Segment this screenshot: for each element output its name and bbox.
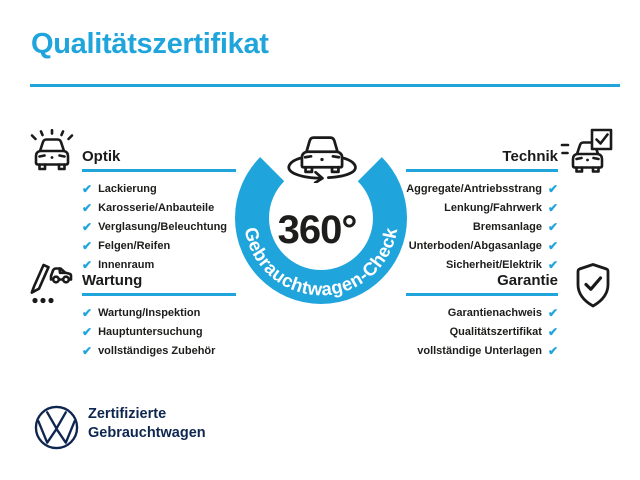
checklist: Aggregate/Antriebsstrang ✔ Lenkung/Fahrwe…	[388, 180, 558, 275]
checklist-item: ✔ Wartung/Inspektion	[82, 304, 252, 323]
check-icon: ✔	[547, 258, 558, 272]
checklist: Garantienachweis ✔ Qualitätszertifikat ✔ v…	[388, 304, 558, 361]
checklist-item: ✔ Felgen/Reifen	[82, 237, 252, 256]
check-icon: ✔	[547, 220, 558, 234]
rotating-car-icon	[287, 136, 357, 183]
title-divider	[30, 84, 620, 87]
section-technik: Technik Aggregate/Antriebsstrang ✔ Lenkun…	[388, 148, 558, 275]
check-icon: ✔	[82, 258, 93, 272]
section-title: Technik	[502, 148, 558, 165]
check-icon: ✔	[82, 306, 93, 320]
section-divider	[82, 293, 236, 296]
checklist: ✔ Lackierung ✔ Karosserie/Anbauteile ✔ Verg…	[82, 180, 252, 275]
footer-brand-line1: Zertifizierte	[88, 406, 167, 422]
section-title: Garantie	[497, 272, 558, 289]
checklist-item-label: vollständiges Zubehör	[98, 345, 216, 357]
vw-logo	[34, 405, 79, 450]
checklist-item: ✔ Lackierung	[82, 180, 252, 199]
check-icon: ✔	[547, 201, 558, 215]
360-check-ring: Gebrauchtwagen-Check	[235, 157, 407, 304]
checklist-item: vollständige Unterlagen ✔	[388, 342, 558, 361]
check-icon: ✔	[82, 220, 93, 234]
pencil-car-icon	[30, 263, 73, 304]
checklist-item: Aggregate/Antriebsstrang ✔	[388, 180, 558, 199]
checklist-item-label: Verglasung/Beleuchtung	[98, 221, 228, 233]
checklist-item-label: Bremsanlage	[472, 221, 542, 233]
footer-brand-line2: Gebrauchtwagen	[88, 425, 206, 441]
check-icon: ✔	[82, 182, 93, 196]
checklist-item-label: vollständige Unterlagen	[417, 345, 542, 357]
ring-arc	[235, 157, 407, 304]
badge-360-value: 360°	[277, 208, 358, 252]
check-icon: ✔	[82, 239, 93, 253]
check-icon: ✔	[82, 201, 93, 215]
checklist-item: ✔ Karosserie/Anbauteile	[82, 199, 252, 218]
checklist: ✔ Wartung/Inspektion ✔ Hauptuntersuchung ✔…	[82, 304, 252, 361]
section-divider	[82, 169, 236, 172]
check-icon: ✔	[547, 344, 558, 358]
checklist-item: Sicherheit/Elektrik ✔	[388, 256, 558, 275]
checklist-item: Qualitätszertifikat ✔	[388, 323, 558, 342]
checklist-item-label: Aggregate/Antriebsstrang	[406, 183, 542, 195]
car-checkbox-icon	[560, 128, 613, 173]
page-title: Qualitätszertifikat	[31, 28, 269, 60]
checklist-item-label: Sicherheit/Elektrik	[445, 259, 542, 271]
check-icon: ✔	[82, 344, 93, 358]
section-title: Wartung	[82, 272, 143, 289]
check-icon: ✔	[547, 239, 558, 253]
section-optik: Optik ✔ Lackierung ✔ Karosserie/Anbauteile…	[82, 148, 252, 275]
shield-check-icon	[576, 263, 610, 308]
section-wartung: Wartung ✔ Wartung/Inspektion ✔ Hauptunters…	[82, 272, 252, 361]
checklist-item: Garantienachweis ✔	[388, 304, 558, 323]
section-garantie: Garantie Garantienachweis ✔ Qualitätszert…	[388, 272, 558, 361]
checklist-item: ✔ Hauptuntersuchung	[82, 323, 252, 342]
check-icon: ✔	[547, 325, 558, 339]
checklist-item: ✔ Innenraum	[82, 256, 252, 275]
checklist-item: ✔ Verglasung/Beleuchtung	[82, 218, 252, 237]
check-icon: ✔	[547, 182, 558, 196]
checklist-item: Bremsanlage ✔	[388, 218, 558, 237]
checklist-item-label: Innenraum	[98, 259, 155, 271]
checklist-item-label: Felgen/Reifen	[98, 240, 171, 252]
footer-brand-text: Zertifizierte Gebrauchtwagen	[88, 405, 206, 443]
section-divider	[406, 293, 558, 296]
shiny-car-icon	[30, 129, 74, 171]
checklist-item-label: Unterboden/Abgasanlage	[408, 240, 542, 252]
section-divider	[406, 169, 558, 172]
checklist-item-label: Hauptuntersuchung	[98, 326, 203, 338]
checklist-item-label: Karosserie/Anbauteile	[98, 202, 215, 214]
checklist-item: Unterboden/Abgasanlage ✔	[388, 237, 558, 256]
checklist-item: Lenkung/Fahrwerk ✔	[388, 199, 558, 218]
checklist-item-label: Qualitätszertifikat	[449, 326, 542, 338]
check-icon: ✔	[82, 325, 93, 339]
check-icon: ✔	[547, 306, 558, 320]
checklist-item-label: Lackierung	[98, 183, 157, 195]
checklist-item-label: Lenkung/Fahrwerk	[444, 202, 542, 214]
checklist-item-label: Garantienachweis	[447, 307, 542, 319]
checklist-item: ✔ vollständiges Zubehör	[82, 342, 252, 361]
section-title: Optik	[82, 148, 121, 165]
checklist-item-label: Wartung/Inspektion	[98, 307, 201, 319]
